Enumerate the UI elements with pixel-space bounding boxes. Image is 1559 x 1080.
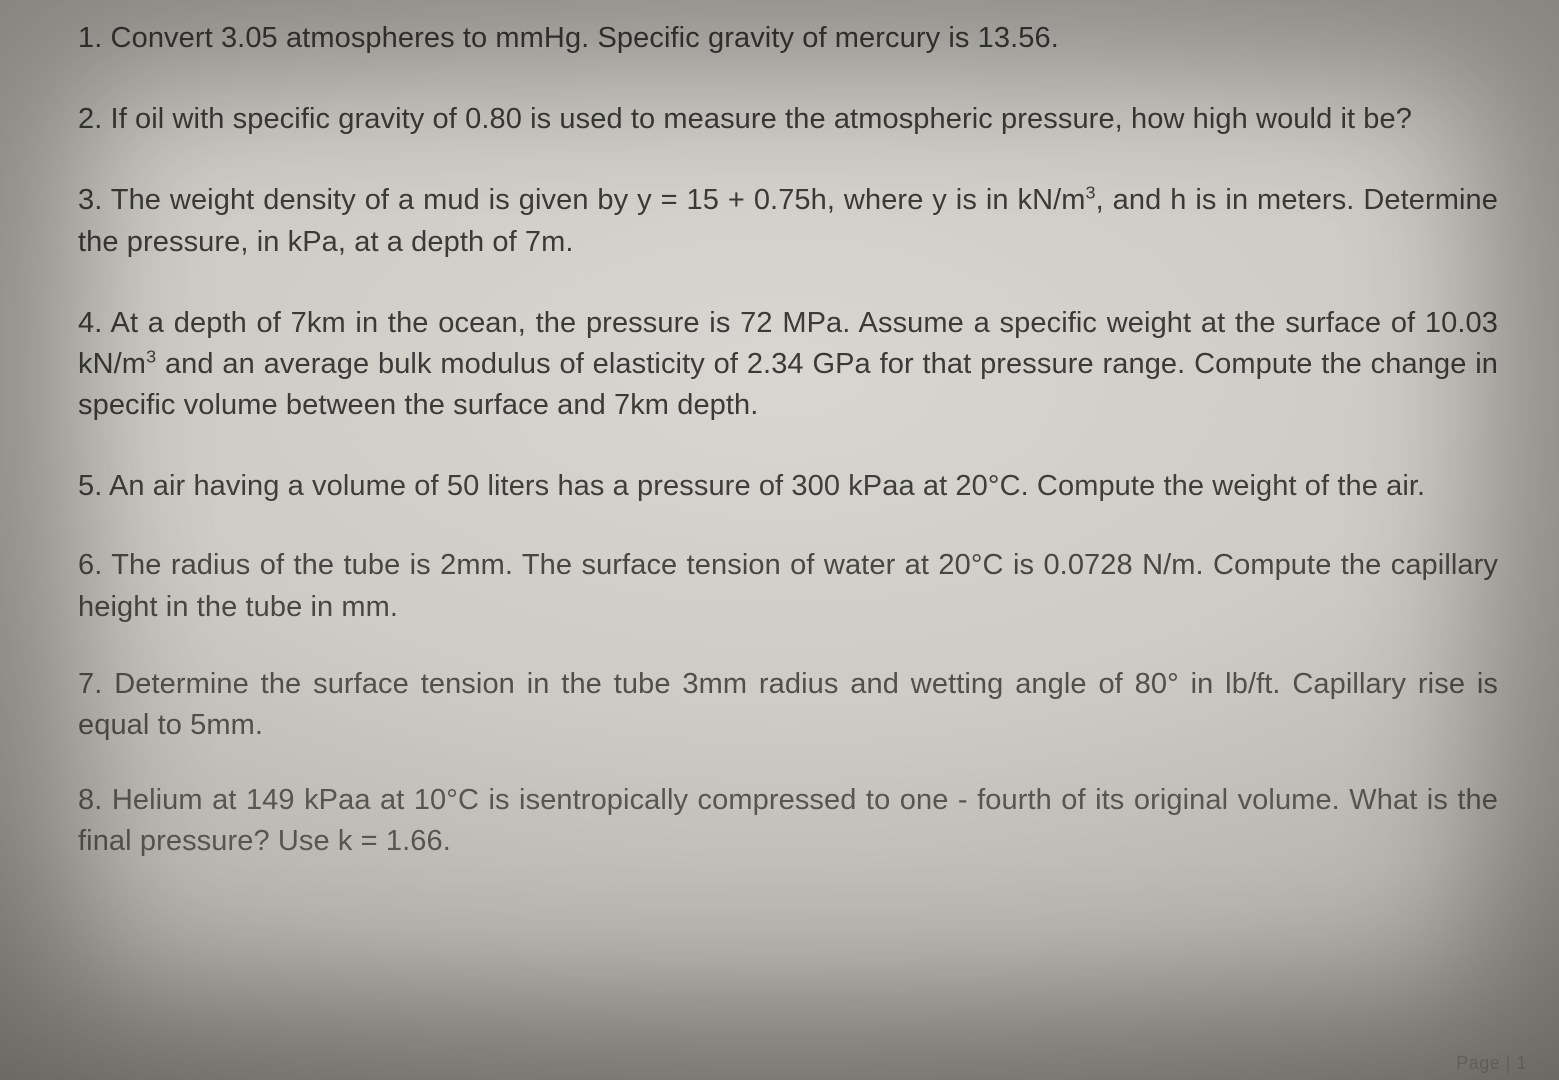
question-list: 1. Convert 3.05 atmospheres to mmHg. Spe… xyxy=(78,18,1498,862)
question-6: 6. The radius of the tube is 2mm. The su… xyxy=(78,545,1498,627)
question-4: 4. At a depth of 7km in the ocean, the p… xyxy=(78,303,1498,427)
question-1: 1. Convert 3.05 atmospheres to mmHg. Spe… xyxy=(78,18,1498,59)
question-5: 5. An air having a volume of 50 liters h… xyxy=(78,466,1498,507)
question-8: 8. Helium at 149 kPaa at 10°C is isentro… xyxy=(78,780,1498,862)
question-7: 7. Determine the surface tension in the … xyxy=(78,664,1498,746)
question-2: 2. If oil with specific gravity of 0.80 … xyxy=(78,99,1498,140)
page-footer: Page | 1 xyxy=(1456,1053,1527,1074)
question-3: 3. The weight density of a mud is given … xyxy=(78,180,1498,262)
